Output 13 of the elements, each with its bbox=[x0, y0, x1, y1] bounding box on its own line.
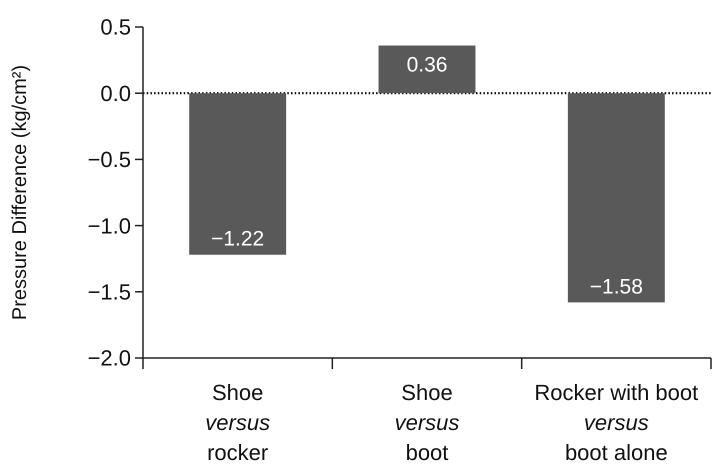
y-tick-label: −1.0 bbox=[88, 213, 131, 238]
y-tick-label: −1.5 bbox=[88, 280, 131, 304]
x-tick-label: Rocker with boot versus boot alone bbox=[534, 380, 698, 465]
y-axis-title: Pressure Difference (kg/cm²) bbox=[9, 64, 31, 320]
x-tick-label: Shoe versus boot bbox=[394, 380, 460, 465]
x-tick-label: Shoe versus rocker bbox=[205, 380, 270, 465]
y-tick-label: −0.5 bbox=[88, 147, 131, 172]
data-label: 0.36 bbox=[406, 54, 448, 77]
data-label: −1.22 bbox=[211, 228, 264, 251]
data-label: −1.58 bbox=[590, 275, 643, 298]
y-tick-label: −2.0 bbox=[88, 346, 131, 371]
y-tick-label: 0.0 bbox=[100, 80, 131, 106]
y-tick-label: 0.5 bbox=[100, 14, 131, 40]
